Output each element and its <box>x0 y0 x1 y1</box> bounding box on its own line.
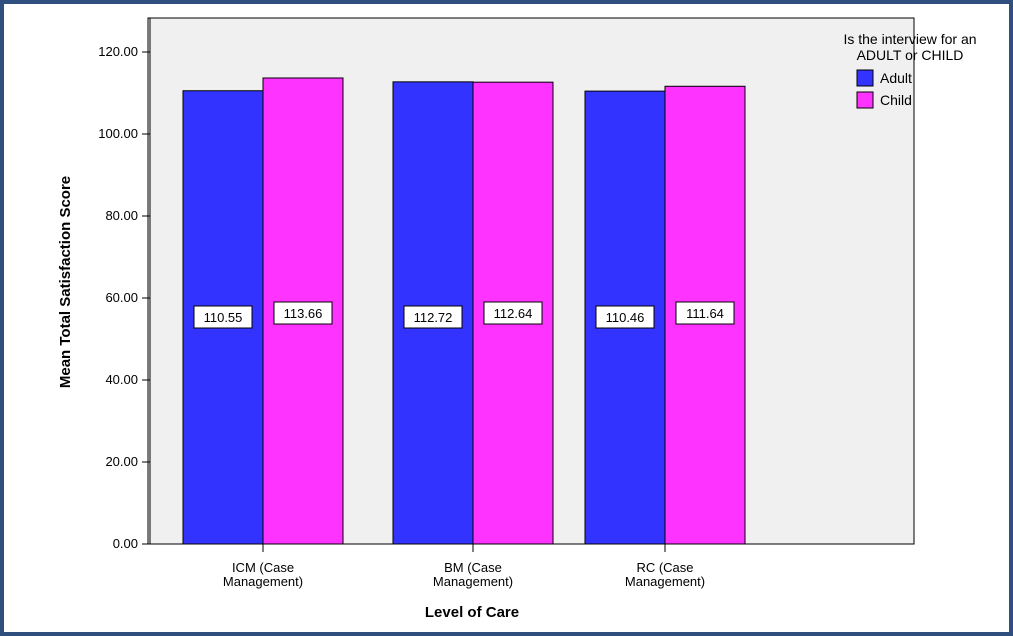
data-label-box <box>595 305 655 329</box>
data-label-box <box>483 301 543 325</box>
y-tick-label: 20.00 <box>105 454 138 469</box>
y-tick-label: 80.00 <box>105 208 138 223</box>
x-category-label: Management) <box>223 574 303 589</box>
data-label: 112.64 <box>494 306 533 321</box>
data-label-box <box>273 301 333 325</box>
legend-label-adult: Adult <box>880 70 912 86</box>
x-axis-title: Level of Care <box>425 604 519 621</box>
data-label-box <box>403 305 463 329</box>
legend-swatch-child <box>856 91 874 109</box>
y-tick-label: 0.00 <box>113 536 138 551</box>
y-axis-title: Mean Total Satisfaction Score <box>57 176 74 388</box>
y-tick-label: 120.00 <box>98 44 138 59</box>
data-label-box <box>193 305 253 329</box>
data-label: 111.64 <box>686 306 724 321</box>
y-tick-label: 40.00 <box>105 372 138 387</box>
data-label: 110.55 <box>204 310 243 325</box>
bar-chart: 0.00 20.00 40.00 60.00 80.00 100.00 120.00 110.… <box>57 17 977 621</box>
y-tick-label: 100.00 <box>98 126 138 141</box>
legend-label-child: Child <box>880 92 912 108</box>
x-category-label: ICM (Case <box>232 560 294 575</box>
data-label-box <box>675 301 735 325</box>
x-category-label: RC (Case <box>636 560 693 575</box>
data-label: 112.72 <box>414 310 453 325</box>
data-label: 110.46 <box>606 310 645 325</box>
x-category-label: Management) <box>433 574 513 589</box>
legend-swatch-adult <box>856 69 874 87</box>
y-tick-label: 60.00 <box>105 290 138 305</box>
data-label: 113.66 <box>284 306 323 321</box>
legend-title: Is the interview for an <box>843 31 976 47</box>
x-category-label: Management) <box>625 574 705 589</box>
x-category-label: BM (Case <box>444 560 502 575</box>
legend-title: ADULT or CHILD <box>857 47 964 63</box>
